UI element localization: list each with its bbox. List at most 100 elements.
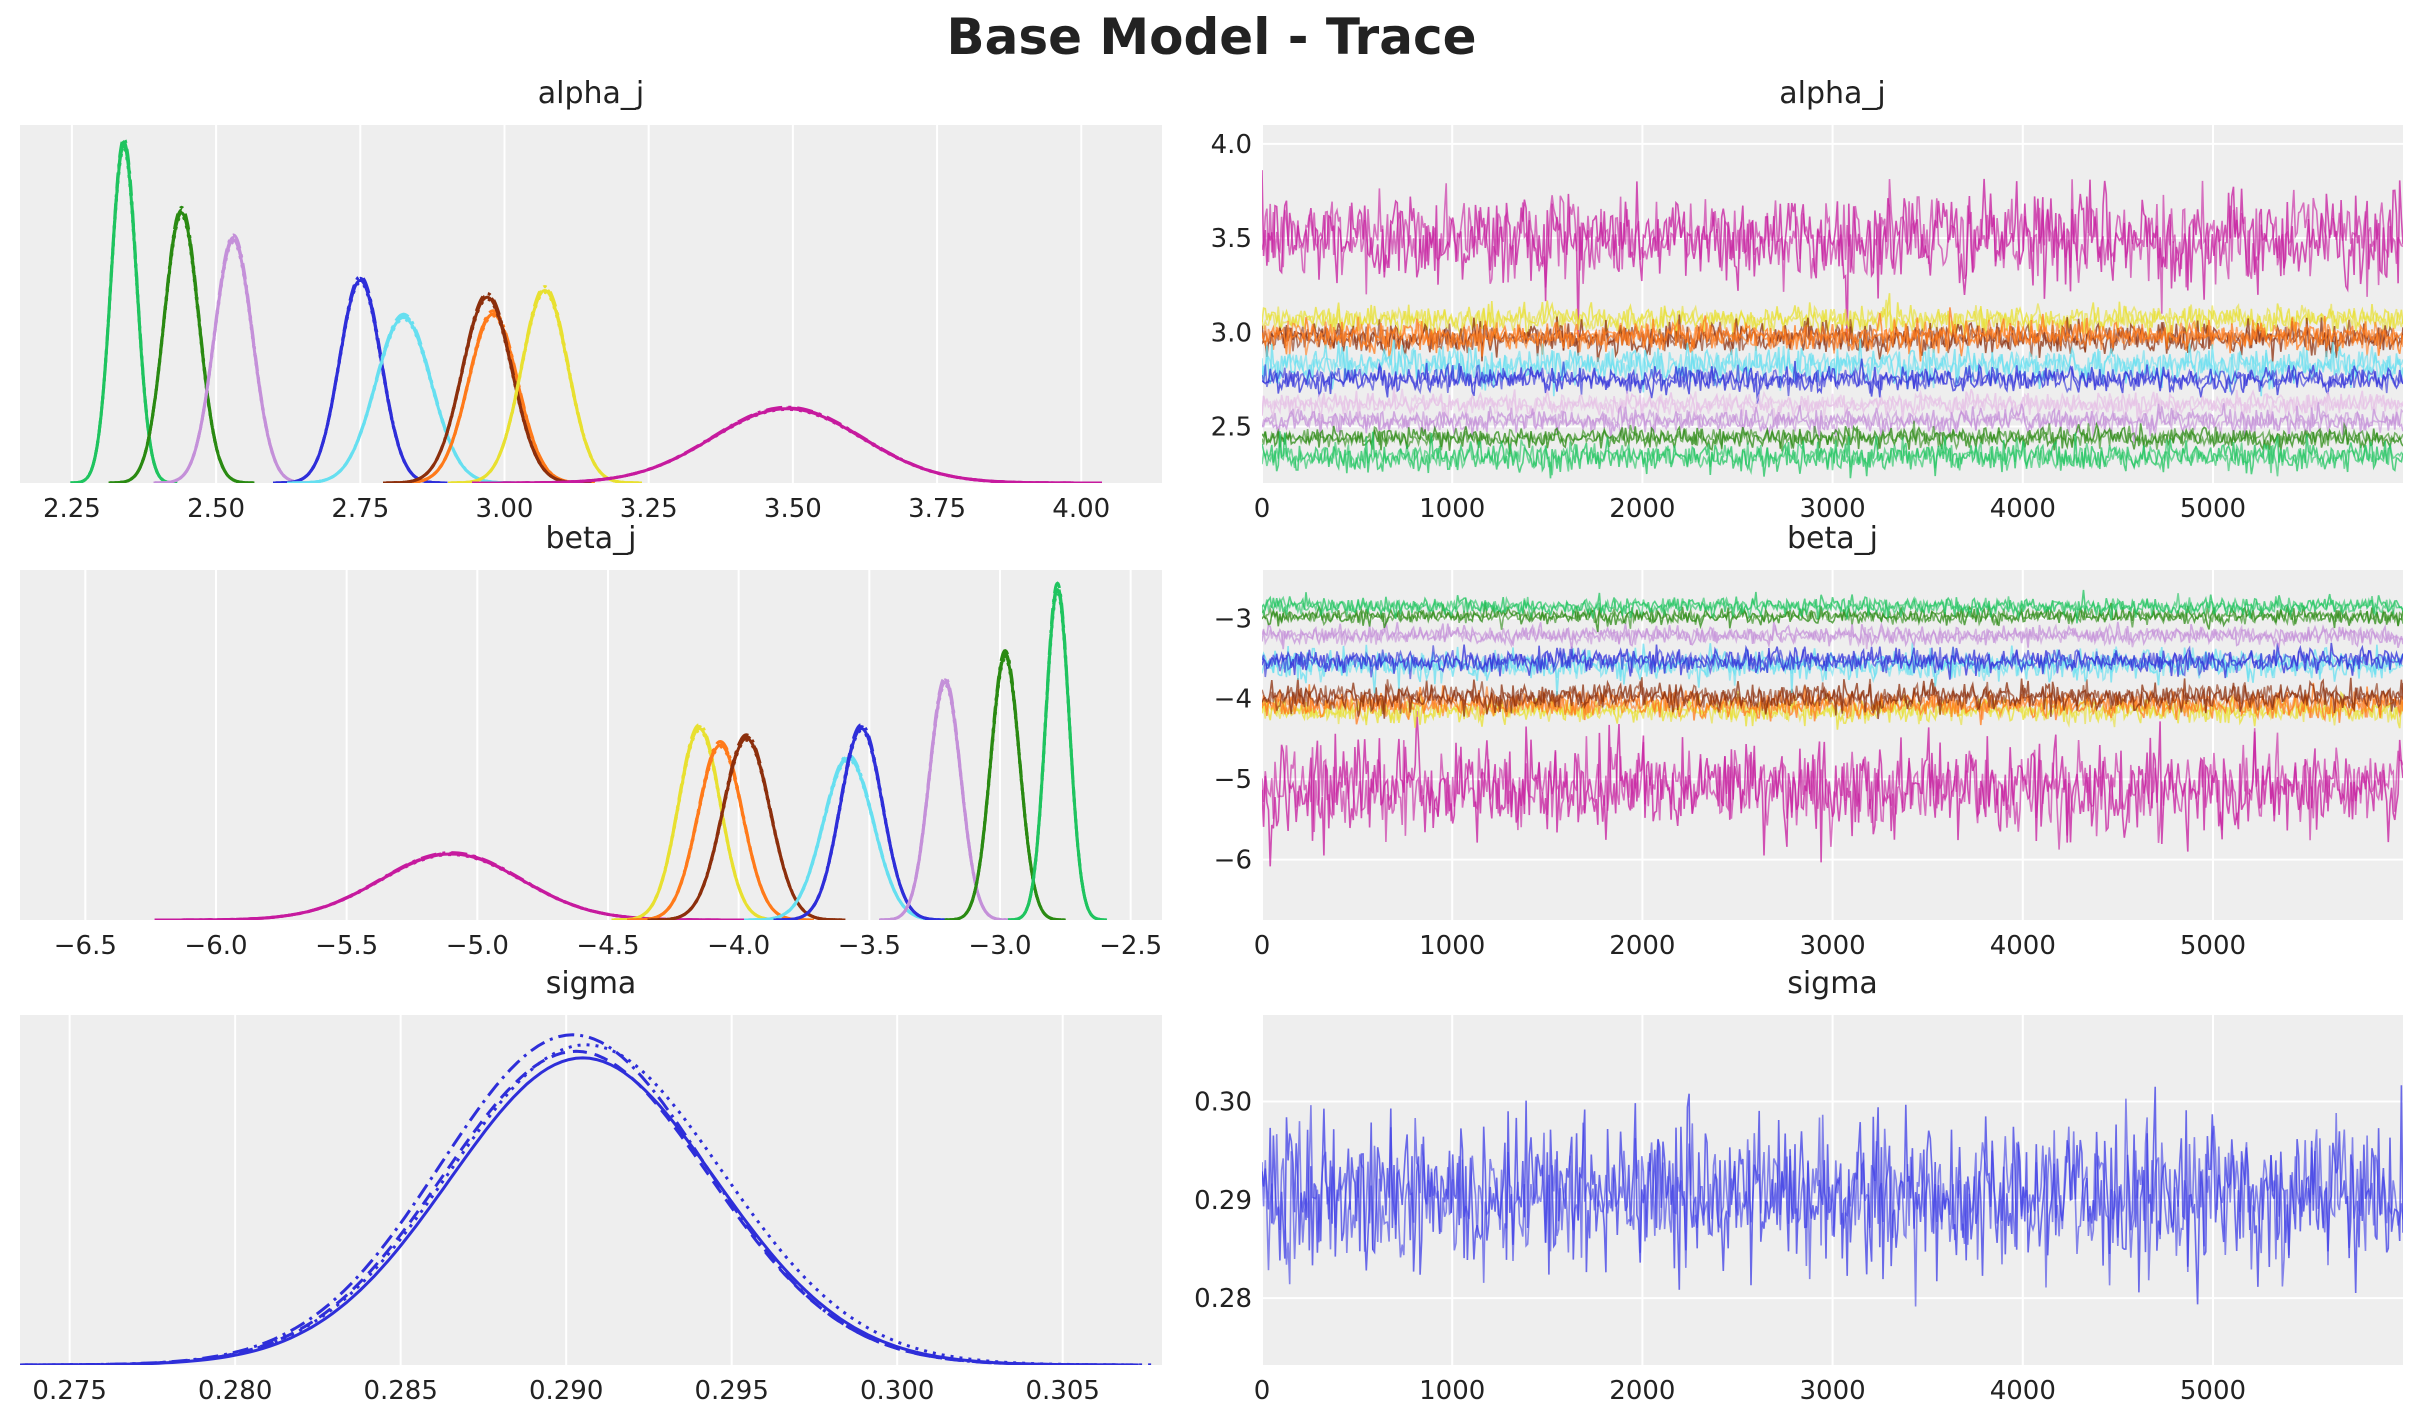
x-tick-label: −6.0 <box>184 931 247 961</box>
y-tick-label: 0.30 <box>1194 1088 1252 1118</box>
alpha-kde-line <box>108 205 255 483</box>
alpha-trace-line <box>1262 343 2403 391</box>
figure-title: Base Model - Trace <box>946 8 1477 66</box>
alpha-trace-line <box>1262 170 2403 341</box>
x-tick-label: 3000 <box>1800 931 1866 961</box>
alpha-trace-line <box>1262 420 2403 452</box>
beta-kde-line <box>647 738 846 920</box>
beta-trace-line <box>1262 605 2403 630</box>
alpha-kde-line <box>472 406 1102 483</box>
y-tick-label: 0.28 <box>1194 1284 1252 1314</box>
y-tick-label: 4.0 <box>1211 130 1252 160</box>
beta-kde-line <box>744 758 953 920</box>
y-tick-label: −5 <box>1214 765 1252 795</box>
beta-kde-line <box>744 753 953 920</box>
x-tick-label: 2.75 <box>331 494 389 524</box>
panel-title: sigma <box>546 966 637 1001</box>
y-tick-label: 3.5 <box>1211 224 1252 254</box>
beta-trace-line <box>1262 728 2403 850</box>
beta-series-group <box>1262 589 2403 867</box>
panel-title: beta_j <box>1787 521 1878 556</box>
x-tick-label: −5.5 <box>315 931 378 961</box>
beta-kde-line <box>773 723 950 920</box>
x-tick-label: 0.280 <box>198 1376 272 1406</box>
x-tick-label: 3.75 <box>908 494 966 524</box>
x-tick-label: 2.50 <box>187 494 245 524</box>
x-tick-label: 3.50 <box>764 494 822 524</box>
sigma-trace-line <box>1262 1098 2403 1307</box>
sigma-plot-area <box>20 1015 1162 1365</box>
alpha-trace-line <box>1262 179 2403 314</box>
x-tick-label: −3.0 <box>968 931 1031 961</box>
alpha-series-group <box>70 136 1102 483</box>
beta-kde-line <box>773 728 950 920</box>
alpha-kde-line <box>383 291 592 483</box>
beta-trace-line <box>1262 645 2403 680</box>
x-tick-label: −3.5 <box>838 931 901 961</box>
alpha-plot-area <box>20 125 1162 483</box>
beta-trace-line <box>1262 593 2403 618</box>
alpha-kde-line <box>287 314 520 483</box>
beta-kde-line <box>627 745 814 920</box>
alpha-trace-line <box>1262 437 2403 477</box>
x-tick-label: 0.300 <box>860 1376 934 1406</box>
x-tick-label: 4000 <box>1990 1376 2056 1406</box>
beta-series-group <box>154 581 1108 920</box>
x-tick-label: 2.25 <box>43 494 101 524</box>
x-tick-label: 5000 <box>2180 1376 2246 1406</box>
y-tick-label: −3 <box>1214 604 1252 634</box>
beta-trace-line <box>1262 678 2403 715</box>
alpha-kde-line <box>448 290 642 483</box>
x-tick-label: 2000 <box>1609 1376 1675 1406</box>
beta-trace-line <box>1262 646 2403 686</box>
beta-kde-panel: beta_j −6.5 −6.0 −5.5 −5.0 −4.5 −4.0 −3.5 −3.0 −2… <box>20 521 1162 961</box>
panel-title: alpha_j <box>1779 76 1886 111</box>
x-tick-label: 2000 <box>1609 494 1675 524</box>
beta-trace-line <box>1262 589 2403 624</box>
x-tick-label: 5000 <box>2180 494 2246 524</box>
alpha-trace-line <box>1262 316 2403 356</box>
y-tick-label: −4 <box>1214 685 1252 715</box>
panel-title: sigma <box>1787 966 1878 1001</box>
alpha-trace-panel: alpha_j 0 1000 2000 3000 4000 5000 2.5 3.0 3.5 4.0 <box>1211 76 2403 524</box>
x-tick-label: −4.5 <box>576 931 639 961</box>
x-tick-label: 5000 <box>2180 931 2246 961</box>
alpha-kde-line <box>70 140 178 483</box>
beta-trace-line <box>1262 622 2403 650</box>
x-tick-label: 0 <box>1254 1376 1271 1406</box>
y-tick-label: −6 <box>1214 846 1252 876</box>
alpha-kde-panel: alpha_j 2.25 2.50 2.75 3.00 3.25 3.50 3.75 4.00 <box>20 76 1162 524</box>
alpha-kde-line <box>108 208 255 483</box>
x-tick-label: 1000 <box>1419 494 1485 524</box>
beta-kde-line <box>879 675 1011 920</box>
alpha-trace-line <box>1262 299 2403 339</box>
x-tick-label: 1000 <box>1419 1376 1485 1406</box>
panel-title: beta_j <box>546 521 637 556</box>
x-tick-label: 4000 <box>1990 494 2056 524</box>
x-tick-label: 1000 <box>1419 931 1485 961</box>
alpha-trace-line <box>1262 388 2403 419</box>
x-tick-label: 0 <box>1254 931 1271 961</box>
x-tick-label: 2000 <box>1609 931 1675 961</box>
beta-trace-panel: beta_j 0 1000 2000 3000 4000 5000 −6 −5 −4 −3 <box>1214 521 2403 961</box>
beta-kde-line <box>611 723 788 920</box>
alpha-kde-line <box>153 240 314 483</box>
x-tick-label: 0 <box>1254 494 1271 524</box>
x-tick-label: 3.25 <box>620 494 678 524</box>
sigma-trace-panel: sigma 0 1000 2000 3000 4000 5000 0.28 0.29 0.30 <box>1194 966 2403 1406</box>
alpha-kde-line <box>273 280 448 483</box>
beta-kde-line <box>647 733 846 920</box>
alpha-series-group <box>1262 170 2403 479</box>
x-tick-label: 0.275 <box>32 1376 106 1406</box>
beta-kde-line <box>1008 581 1108 920</box>
x-tick-label: 0.290 <box>529 1376 603 1406</box>
beta-kde-line <box>611 728 788 920</box>
alpha-kde-line <box>472 405 1102 483</box>
x-tick-label: 0.305 <box>1025 1376 1099 1406</box>
x-tick-label: 4000 <box>1990 931 2056 961</box>
x-tick-label: −6.5 <box>54 931 117 961</box>
sigma-series-group <box>20 1033 1157 1365</box>
sigma-kde-panel: sigma 0.275 0.280 0.285 0.290 0.295 0.300 0.305 <box>20 966 1162 1406</box>
x-tick-label: 3.00 <box>476 494 534 524</box>
beta-kde-line <box>944 648 1066 920</box>
